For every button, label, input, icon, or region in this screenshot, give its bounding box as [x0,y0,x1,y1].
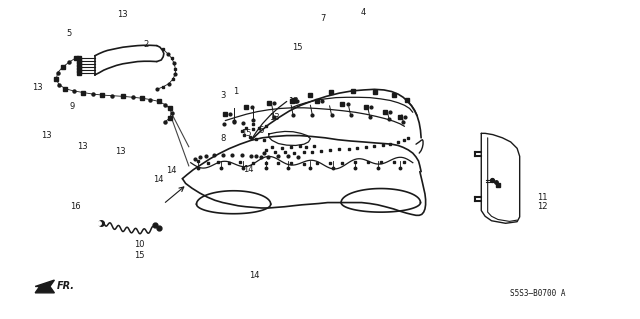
Text: 13: 13 [41,131,51,140]
Text: 14: 14 [250,271,260,280]
Text: 13: 13 [269,113,279,122]
Text: 1: 1 [233,87,238,96]
Text: 5: 5 [67,29,72,38]
Text: 15: 15 [292,43,303,52]
Text: 3: 3 [220,91,225,100]
Text: 13: 13 [32,83,42,92]
Text: 13: 13 [118,10,128,19]
Text: 9: 9 [69,102,74,111]
Polygon shape [35,280,54,293]
Text: 13: 13 [115,147,125,156]
Text: 6: 6 [259,126,264,135]
Text: 7: 7 [321,14,326,23]
Text: 14: 14 [166,166,177,175]
Text: 10: 10 [134,241,145,249]
Text: 12: 12 [538,202,548,211]
Text: 2: 2 [143,40,148,48]
Text: 16: 16 [70,202,81,211]
Text: 11: 11 [538,193,548,202]
Text: 15: 15 [134,251,145,260]
Text: FR.: FR. [56,281,74,292]
Text: 13: 13 [77,142,87,151]
Text: 13: 13 [288,97,298,106]
Text: 14: 14 [243,165,253,174]
Text: 15: 15 [241,129,252,138]
Text: 14: 14 [154,175,164,184]
Text: 4: 4 [361,8,366,17]
Text: 8: 8 [220,134,225,143]
Text: S5S3—B0700 A: S5S3—B0700 A [510,289,565,298]
